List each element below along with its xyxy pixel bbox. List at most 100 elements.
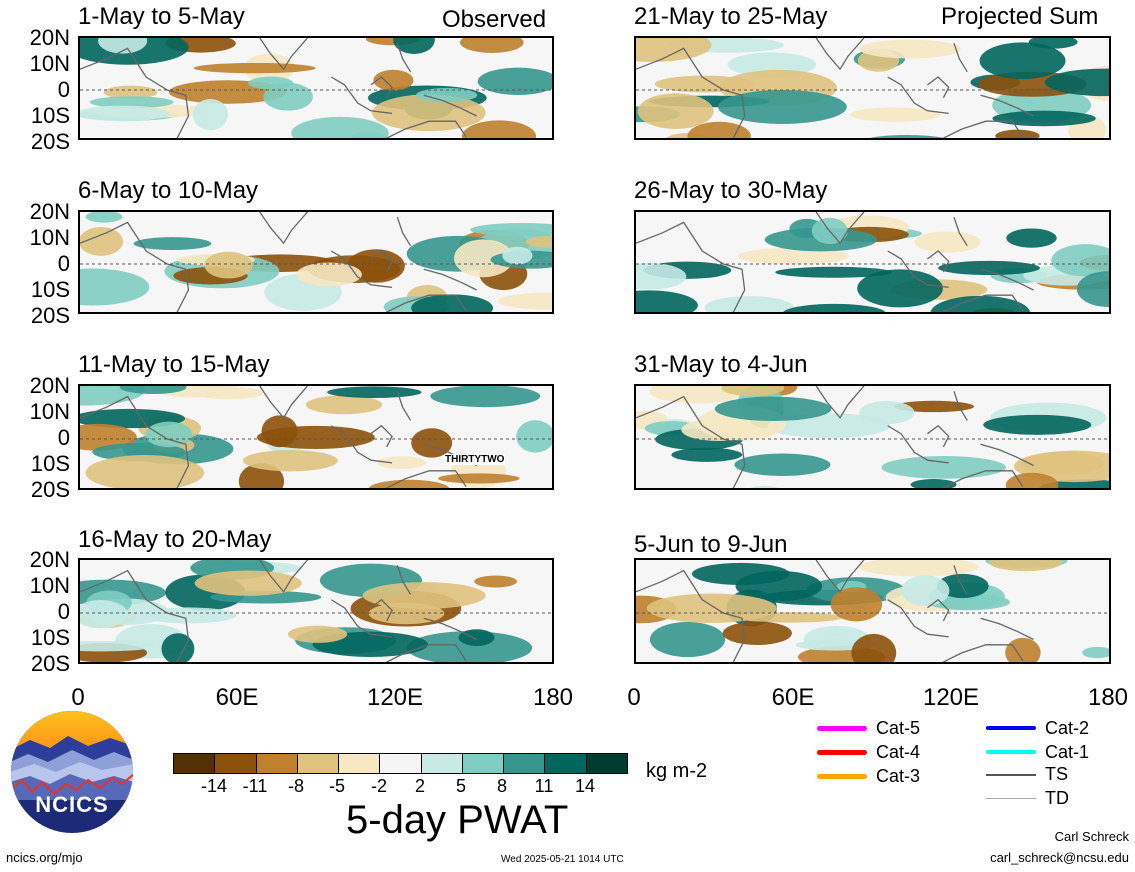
moist-anomaly-blob [910, 479, 957, 488]
dry-anomaly-blob [989, 560, 1062, 572]
coastline [80, 569, 190, 662]
panel-title-6: 31-May to 4-Jun [634, 351, 808, 378]
lon-label: 180 [532, 684, 574, 711]
moist-anomaly-blob [80, 105, 170, 122]
moist-anomaly-blob [992, 110, 1096, 127]
lon-label: 120E [366, 684, 424, 711]
coastline [953, 565, 968, 595]
legend-swatch-ts [986, 774, 1036, 776]
footer-timestamp: Wed 2025-05-21 1014 UTC [501, 854, 624, 865]
map-panel-7 [78, 558, 554, 664]
legend-swatch-cat1 [986, 750, 1036, 754]
moist-anomaly-blob [734, 453, 831, 476]
coastline [815, 212, 865, 245]
lat-label: 20N [29, 199, 70, 224]
legend-label: Cat-4 [876, 742, 921, 762]
colorbar-tick-label: -8 [287, 776, 305, 796]
coastline [423, 94, 477, 117]
map-panel-6 [634, 384, 1111, 490]
dry-anomaly-blob [859, 560, 979, 577]
dry-anomaly-blob [362, 582, 486, 609]
panel-title-3: 6-May to 10-May [78, 177, 259, 204]
coastline [330, 599, 393, 638]
moist-anomaly-blob [636, 263, 687, 290]
colorbar-tick-label: 8 [496, 776, 508, 796]
dry-anomaly-blob [305, 395, 383, 415]
coastline [636, 395, 746, 488]
lon-label: 60E [771, 684, 815, 711]
ncics-logo: NCICS [10, 710, 134, 834]
dry-anomaly-blob [636, 38, 712, 62]
colorbar-swatch [297, 754, 340, 773]
dry-anomaly-blob [460, 38, 524, 53]
moist-anomaly-blob [477, 67, 552, 95]
moist-anomaly-blob [881, 456, 1007, 479]
coastline [927, 598, 950, 622]
colorbar [173, 753, 628, 774]
dry-anomaly-blob [830, 587, 883, 622]
lat-label: 0 [57, 251, 70, 276]
dry-anomaly-blob [737, 247, 849, 265]
panel-title-5: 11-May to 15-May [78, 351, 270, 378]
colorbar-tick-label: 14 [574, 776, 596, 796]
coastline [953, 391, 968, 421]
moist-anomaly-blob [1051, 244, 1109, 277]
moist-anomaly-blob [393, 38, 435, 54]
lon-label: 0 [71, 684, 85, 711]
lat-label: 10S [30, 277, 70, 302]
coastline [927, 76, 950, 99]
legend-label: TS [1045, 764, 1069, 784]
coastline [953, 42, 968, 73]
moist-anomaly-blob [430, 386, 541, 408]
coastline [80, 395, 190, 488]
coastline [636, 221, 746, 312]
dry-anomaly-blob [646, 593, 777, 623]
logo-icon [11, 711, 133, 833]
dry-anomaly-blob [893, 400, 974, 413]
colorbar-tick-label: 5 [455, 776, 467, 796]
dry-anomaly-blob [637, 93, 714, 130]
coastline [815, 560, 865, 593]
coastline [941, 470, 1024, 488]
pwat-field [636, 560, 1109, 662]
lat-label: 10S [30, 625, 70, 650]
coastline [887, 250, 949, 289]
dry-anomaly-blob [256, 425, 375, 450]
moist-anomaly-blob [857, 269, 943, 308]
lat-label: 10S [30, 103, 70, 128]
dry-anomaly-blob [722, 621, 792, 646]
dry-anomaly-blob [411, 428, 453, 458]
dry-anomaly-blob [850, 107, 941, 122]
moist-anomaly-blob [406, 631, 533, 662]
dry-anomaly-blob [1005, 472, 1059, 488]
dry-anomaly-blob [462, 120, 537, 138]
dry-anomaly-blob [373, 69, 414, 91]
dry-anomaly-blob [80, 227, 124, 256]
legend-label: Cat-3 [876, 766, 921, 786]
moist-anomaly-blob [470, 223, 552, 237]
coastline [385, 294, 467, 312]
moist-anomaly-blob [161, 633, 195, 662]
lat-label: 20S [30, 651, 70, 676]
dry-anomaly-blob [438, 473, 520, 484]
map-panel-3 [78, 210, 554, 314]
colorbar-swatch [174, 754, 216, 773]
moist-anomaly-blob [636, 290, 698, 312]
dry-anomaly-blob [1005, 637, 1041, 662]
moist-anomaly-blob [516, 420, 552, 453]
colorbar-swatch [215, 754, 257, 773]
plot-title: 5-day PWAT [346, 798, 569, 842]
dry-anomaly-blob [681, 418, 757, 442]
moist-anomaly-blob [1076, 271, 1109, 307]
coastline [927, 250, 950, 273]
moist-anomaly-blob [248, 76, 294, 90]
footer-author: Carl Schreck [1054, 829, 1129, 844]
pwat-field [80, 38, 552, 138]
coastline [259, 386, 308, 419]
lat-label: 20N [29, 547, 70, 572]
map-panel-8 [634, 558, 1111, 664]
dry-anomaly-blob [204, 251, 253, 279]
dry-anomaly-blob [194, 386, 264, 400]
moist-anomaly-blob [714, 396, 832, 422]
coastline [980, 443, 1034, 467]
